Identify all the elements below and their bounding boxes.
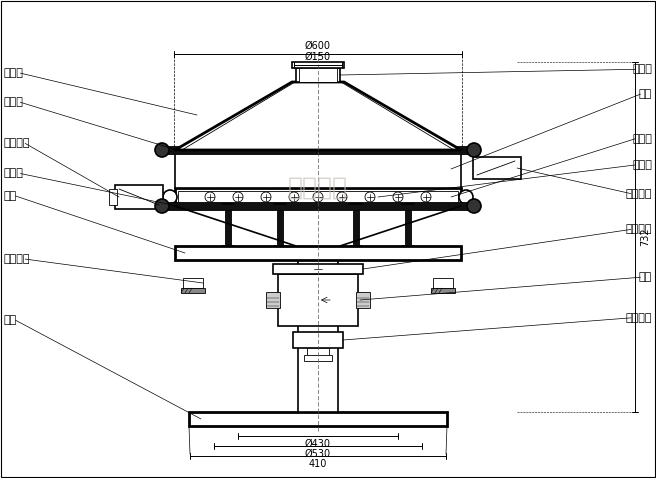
Bar bbox=[292, 62, 344, 68]
Circle shape bbox=[365, 192, 375, 202]
Circle shape bbox=[205, 192, 215, 202]
Bar bbox=[356, 292, 370, 308]
Text: 挡球环: 挡球环 bbox=[632, 134, 652, 143]
Bar bbox=[304, 355, 332, 361]
Text: 大汉机械: 大汉机械 bbox=[288, 176, 348, 200]
Text: 粗出料口: 粗出料口 bbox=[4, 139, 30, 148]
Bar bbox=[183, 278, 203, 288]
Text: 进料口: 进料口 bbox=[632, 65, 652, 74]
Circle shape bbox=[289, 192, 299, 202]
Text: 底框: 底框 bbox=[4, 191, 17, 201]
Bar bbox=[266, 292, 280, 308]
Bar bbox=[353, 204, 359, 246]
Bar bbox=[307, 348, 329, 356]
Bar bbox=[109, 189, 117, 205]
Bar bbox=[298, 260, 338, 412]
Circle shape bbox=[163, 190, 177, 204]
Circle shape bbox=[261, 192, 271, 202]
Circle shape bbox=[467, 143, 481, 157]
Text: Ø600: Ø600 bbox=[305, 41, 331, 51]
Bar bbox=[296, 68, 340, 82]
Bar bbox=[115, 185, 163, 209]
Bar bbox=[431, 288, 455, 293]
Text: 小束环: 小束环 bbox=[4, 98, 24, 107]
Text: 上框: 上框 bbox=[639, 89, 652, 99]
Text: 电机: 电机 bbox=[639, 272, 652, 282]
Text: Ø150: Ø150 bbox=[305, 52, 331, 62]
Circle shape bbox=[313, 192, 323, 202]
Bar bbox=[277, 204, 283, 246]
Text: Ø430: Ø430 bbox=[305, 439, 331, 449]
Bar bbox=[189, 412, 447, 426]
Bar bbox=[225, 204, 231, 246]
Bar bbox=[278, 274, 358, 326]
Bar bbox=[405, 204, 411, 246]
Text: 410: 410 bbox=[309, 459, 327, 469]
Bar bbox=[175, 188, 461, 206]
Bar bbox=[273, 264, 363, 274]
Bar bbox=[167, 146, 469, 154]
Circle shape bbox=[155, 199, 169, 213]
Bar bbox=[181, 288, 205, 293]
Circle shape bbox=[337, 192, 347, 202]
Text: 732: 732 bbox=[640, 228, 650, 246]
Text: 底座: 底座 bbox=[4, 315, 17, 325]
Circle shape bbox=[233, 192, 243, 202]
Text: 大束环: 大束环 bbox=[4, 169, 24, 178]
Bar bbox=[175, 246, 461, 260]
Text: 减震弹簧: 减震弹簧 bbox=[4, 254, 30, 264]
Bar bbox=[293, 332, 343, 348]
Text: 上部重锤: 上部重锤 bbox=[626, 225, 652, 234]
Text: 弹跳球: 弹跳球 bbox=[632, 160, 652, 170]
Circle shape bbox=[459, 190, 473, 204]
Circle shape bbox=[467, 199, 481, 213]
Text: 防尘盖: 防尘盖 bbox=[4, 68, 24, 78]
Bar bbox=[473, 157, 521, 179]
Circle shape bbox=[393, 192, 403, 202]
Text: Ø530: Ø530 bbox=[305, 449, 331, 459]
Bar bbox=[175, 150, 461, 188]
Polygon shape bbox=[175, 82, 461, 150]
Circle shape bbox=[155, 143, 169, 157]
Bar bbox=[178, 191, 458, 203]
Bar bbox=[433, 278, 453, 288]
Text: 下部重锤: 下部重锤 bbox=[626, 313, 652, 323]
Bar bbox=[167, 202, 469, 210]
Circle shape bbox=[421, 192, 431, 202]
Bar bbox=[299, 68, 337, 82]
Text: 细出料口: 细出料口 bbox=[626, 189, 652, 198]
